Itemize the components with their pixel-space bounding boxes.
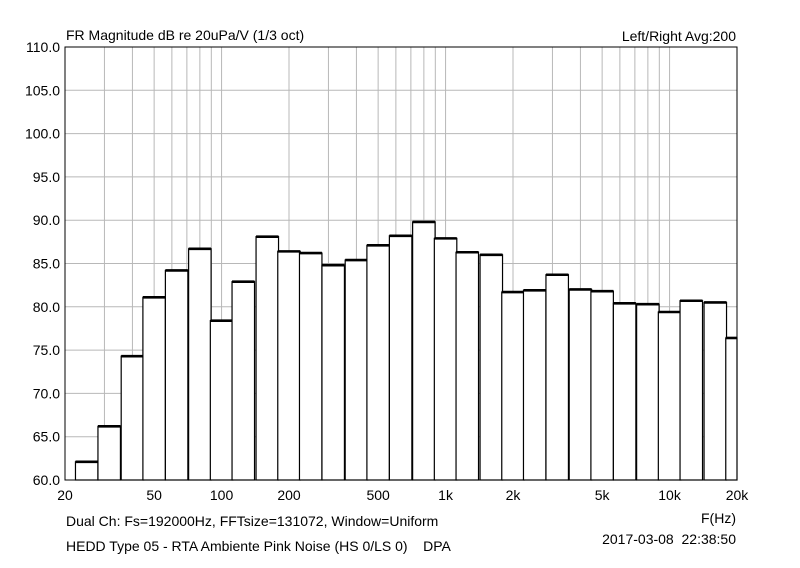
x-tick-label: 500 <box>366 487 390 503</box>
bar-1600hz <box>479 254 504 481</box>
legend-text: Left/Right Avg:200 <box>622 28 736 44</box>
x-tick-label: 5k <box>595 487 611 503</box>
x-tick-label: 20k <box>726 487 750 503</box>
bar-6300hz <box>612 302 637 481</box>
bar-80hz <box>188 248 212 481</box>
x-tick-label: 200 <box>277 487 301 503</box>
x-axis-label: F(Hz) <box>701 510 736 526</box>
x-tick-label: 100 <box>210 487 234 503</box>
footer-timestamp: 2017-03-08 22:38:50 <box>602 531 736 547</box>
x-tick-label: 10k <box>658 487 682 503</box>
y-tick-label: 75.0 <box>33 342 60 358</box>
bar-2500hz <box>522 289 547 481</box>
bar-16000hz <box>703 301 728 481</box>
y-tick-label: 90.0 <box>33 212 60 228</box>
bar-315hz <box>321 264 346 481</box>
bar-160hz <box>255 236 280 481</box>
bar-4000hz <box>568 288 593 481</box>
bar-3150hz <box>545 274 570 481</box>
bar-40hz <box>120 355 145 481</box>
x-axis-ticks: 20 50 100 200 500 1k 2k 5k 10k 20k <box>57 487 749 503</box>
bar-1000hz <box>433 237 458 481</box>
bar-125hz <box>231 281 256 481</box>
bar-25hz <box>74 461 99 481</box>
y-tick-label: 65.0 <box>33 429 60 445</box>
y-tick-label: 70.0 <box>33 385 60 401</box>
bar-200hz <box>277 250 301 481</box>
x-tick-label: 1k <box>438 487 454 503</box>
bar-50hz <box>142 296 166 481</box>
y-tick-label: 60.0 <box>33 472 60 488</box>
y-axis-ticks: 60.0 65.0 70.0 75.0 80.0 85.0 90.0 95.0 100.0 105… <box>25 39 60 488</box>
bar-100hz <box>209 320 234 481</box>
bar-800hz <box>412 221 436 481</box>
plot-frame <box>64 46 738 481</box>
bar-20000hz <box>725 337 738 481</box>
footer-info: Dual Ch: Fs=192000Hz, FFTsize=131072, Wi… <box>66 513 438 529</box>
x-tick-label: 2k <box>506 487 522 503</box>
bars <box>74 220 738 481</box>
bar-250hz <box>298 252 323 481</box>
bar-31.5hz <box>97 425 122 481</box>
bar-12500hz <box>679 300 704 481</box>
footer-device: HEDD Type 05 - RTA Ambiente Pink Noise (… <box>66 538 452 554</box>
y-tick-label: 110.0 <box>26 39 60 55</box>
bar-63hz <box>164 269 189 481</box>
x-tick-label: 50 <box>146 487 162 503</box>
bar-630hz <box>388 235 413 481</box>
x-tick-label: 20 <box>57 487 73 503</box>
y-tick-label: 85.0 <box>33 256 60 272</box>
y-tick-label: 105.0 <box>25 82 60 98</box>
bar-500hz <box>366 244 390 481</box>
y-tick-label: 95.0 <box>33 169 60 185</box>
y-tick-label: 80.0 <box>33 299 60 315</box>
bar-400hz <box>344 259 369 481</box>
y-tick-label: 100.0 <box>25 126 60 142</box>
chart-title: FR Magnitude dB re 20uPa/V (1/3 oct) <box>66 27 304 43</box>
bar-10000hz <box>657 311 682 481</box>
bar-5000hz <box>590 290 614 481</box>
bar-8000hz <box>636 303 660 481</box>
bar-2000hz <box>501 291 525 481</box>
bar-1250hz <box>455 251 480 481</box>
